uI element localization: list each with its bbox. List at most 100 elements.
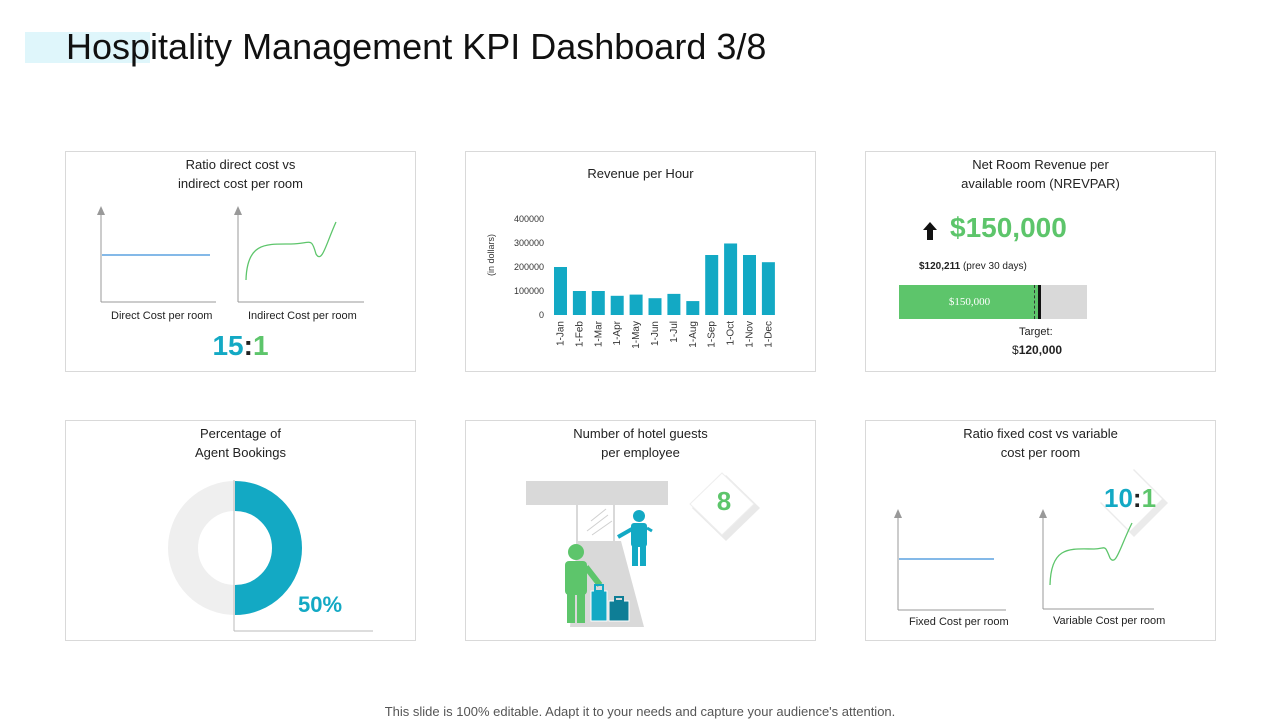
card-guests-per-employee: Number of hotel guests per employee — [465, 420, 816, 641]
guests-per-employee-value: 8 — [716, 486, 732, 516]
x-tick-label: 1-Jul — [669, 321, 680, 343]
ratio-right-value: 1 — [252, 330, 269, 361]
card6-title-line2: cost per room — [1000, 445, 1081, 460]
ratio-15-1: 15:1 — [66, 330, 415, 362]
x-tick-label: 1-Aug — [688, 321, 699, 348]
x-tick-label: 1-Dec — [763, 321, 774, 348]
revenue-bar-chart: (in dollars) 400000 300000 200000 100000 0 1… — [486, 214, 775, 349]
y-tick-label: 400000 — [514, 214, 544, 224]
bar — [572, 291, 586, 315]
card4-title: Percentage of Agent Bookings — [66, 424, 415, 462]
prev-value: $120,211 — [919, 261, 961, 272]
ratio6-left-value: 10 — [1104, 483, 1133, 513]
card1-title-line2: indirect cost per room — [178, 176, 303, 191]
y-tick-label: 100000 — [514, 286, 544, 296]
bar — [667, 293, 681, 315]
target-dollar: $ — [1012, 343, 1019, 357]
bar — [743, 255, 756, 315]
target-label: Target: — [1019, 326, 1053, 338]
card2-title: Revenue per Hour — [587, 166, 694, 181]
y-tick-label: 300000 — [514, 238, 544, 248]
y-tick-label: 200000 — [514, 262, 544, 272]
bar — [686, 301, 700, 315]
variable-cost-label: Variable Cost per room — [1053, 615, 1166, 627]
bars — [554, 243, 775, 315]
suitcase-icon — [590, 584, 630, 622]
variable-cost-axis-arrow — [1039, 509, 1047, 518]
card3-title-line1: Net Room Revenue per — [972, 157, 1109, 172]
chart-ylabel: (in dollars) — [486, 234, 496, 276]
indirect-cost-axis-arrow — [234, 206, 242, 215]
card-direct-indirect-ratio: Ratio direct cost vs indirect cost per r… — [65, 151, 416, 372]
arrow-up-icon — [923, 222, 937, 240]
x-tick-label: 1-Apr — [612, 320, 623, 345]
x-tick-label: 1-Mar — [593, 320, 604, 347]
prev-label: (prev 30 days) — [962, 261, 1027, 272]
guest-icon — [565, 544, 603, 623]
card6-mini-charts — [894, 467, 1168, 611]
indirect-cost-curve — [245, 221, 337, 281]
ratio6-right-value: 1 — [1141, 483, 1157, 513]
x-tick-label: 1-Sep — [707, 321, 718, 348]
target-dashed-marker — [1034, 285, 1036, 319]
card5-title: Number of hotel guests per employee — [466, 424, 815, 462]
bar — [610, 295, 624, 315]
bellboy-icon — [617, 510, 653, 566]
ratio-diamond — [1098, 467, 1162, 531]
bar — [554, 267, 567, 315]
donut-value-arc — [234, 481, 302, 615]
target-value-line: $120,000 — [1012, 343, 1062, 357]
x-tick-label: 1-Jan — [556, 321, 567, 346]
bar — [724, 243, 738, 315]
direct-cost-axis-arrow — [97, 206, 105, 215]
agent-bookings-percent: 50% — [298, 592, 343, 617]
card5-title-line1: Number of hotel guests — [573, 426, 708, 441]
card-revenue-per-hour: Revenue per Hour (in dollars) 400000 3000… — [465, 151, 816, 372]
x-tick-label: 1-Jun — [650, 321, 661, 346]
value-diamond-badge — [689, 472, 760, 541]
x-tick-labels: 1-Jan 1-Feb 1-Mar 1-Apr 1-May 1-Jun 1-Jul 1-Aug… — [556, 320, 775, 348]
nrevpar-big-value: $150,000 — [950, 212, 1067, 243]
card-nrevpar: Net Room Revenue per available room (NRE… — [865, 151, 1216, 372]
card-agent-bookings: Percentage of Agent Bookings 50% — [65, 420, 416, 641]
card3-title-line2: available room (NREVPAR) — [961, 176, 1120, 191]
hotel-guest-illustration — [526, 472, 760, 627]
bar — [629, 294, 643, 315]
nrevpar-bar-label: $150,000 — [948, 296, 991, 308]
nrevpar-progress-fill: $150,000 — [899, 285, 1040, 319]
agent-bookings-donut — [168, 480, 373, 632]
variable-cost-curve — [1049, 522, 1133, 586]
page-title: Hospitality Management KPI Dashboard 3/8 — [66, 26, 767, 67]
bar — [705, 255, 719, 315]
fixed-cost-label: Fixed Cost per room — [909, 616, 1009, 628]
x-tick-label: 1-May — [631, 321, 642, 349]
bar — [648, 298, 662, 315]
y-tick-label: 0 — [539, 310, 544, 320]
card-fixed-variable-ratio: Ratio fixed cost vs variable cost per ro… — [865, 420, 1216, 641]
nrevpar-progress-track: $150,000 — [899, 285, 1087, 319]
ratio-10-1: 10:1 — [1104, 483, 1156, 514]
card4-title-line1: Percentage of — [200, 426, 281, 441]
ratio-separator: : — [243, 330, 253, 361]
y-tick-labels: 400000 300000 200000 100000 0 — [514, 214, 544, 320]
ratio-left-value: 15 — [212, 330, 244, 361]
indirect-cost-label: Indirect Cost per room — [248, 310, 357, 322]
x-tick-label: 1-Oct — [726, 321, 737, 346]
bar — [761, 262, 775, 315]
card1-title: Ratio direct cost vs indirect cost per r… — [66, 155, 415, 193]
x-tick-label: 1-Feb — [574, 321, 585, 348]
ratio6-separator: : — [1132, 483, 1142, 513]
card6-title-line1: Ratio fixed cost vs variable — [963, 426, 1118, 441]
prev-period-text: $120,211 (prev 30 days) — [919, 261, 1027, 272]
direct-cost-label: Direct Cost per room — [111, 310, 213, 322]
card1-mini-charts — [97, 206, 364, 303]
card6-title: Ratio fixed cost vs variable cost per ro… — [866, 424, 1215, 462]
title-accent-bar — [25, 32, 150, 63]
x-tick-label: 1-Nov — [745, 321, 756, 348]
current-value-marker — [1038, 285, 1041, 319]
footer-note: This slide is 100% editable. Adapt it to… — [384, 704, 896, 719]
card5-title-line2: per employee — [601, 445, 680, 460]
card4-title-line2: Agent Bookings — [194, 445, 287, 460]
bar — [591, 291, 605, 315]
fixed-cost-axis-arrow — [894, 509, 902, 518]
